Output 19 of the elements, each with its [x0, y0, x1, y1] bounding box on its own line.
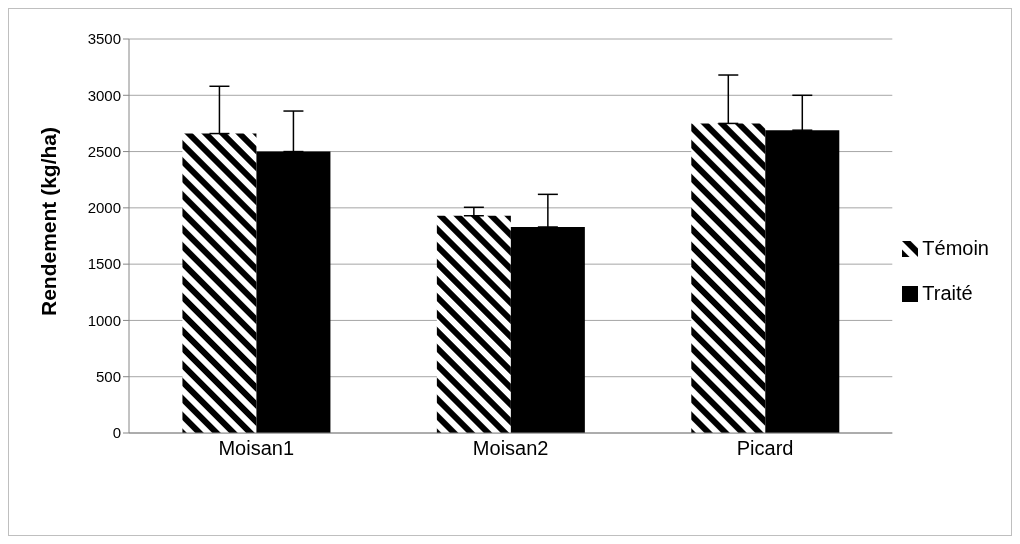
y-tick-label: 3000	[87, 86, 121, 104]
x-tick-label: Moisan2	[472, 437, 549, 460]
y-tick-label: 500	[95, 368, 121, 386]
y-axis-title: Rendement (kg/ha)	[37, 126, 61, 316]
legend-label: Traité	[922, 282, 973, 305]
y-tick-label: 1500	[87, 255, 121, 273]
bar	[510, 226, 585, 433]
x-tick-label: Picard	[736, 437, 794, 460]
bar	[691, 123, 766, 433]
y-tick-label: 1000	[87, 311, 121, 329]
y-tick-label: 2500	[87, 142, 121, 160]
bar	[436, 215, 511, 433]
y-tick-label: 2000	[87, 199, 121, 217]
bar	[182, 133, 257, 433]
bar	[765, 130, 840, 433]
x-tick-label: Moisan1	[218, 437, 295, 460]
y-tick-label: 3500	[87, 30, 121, 48]
legend-label: Témoin	[922, 237, 989, 260]
y-tick-label: 0	[112, 424, 121, 442]
